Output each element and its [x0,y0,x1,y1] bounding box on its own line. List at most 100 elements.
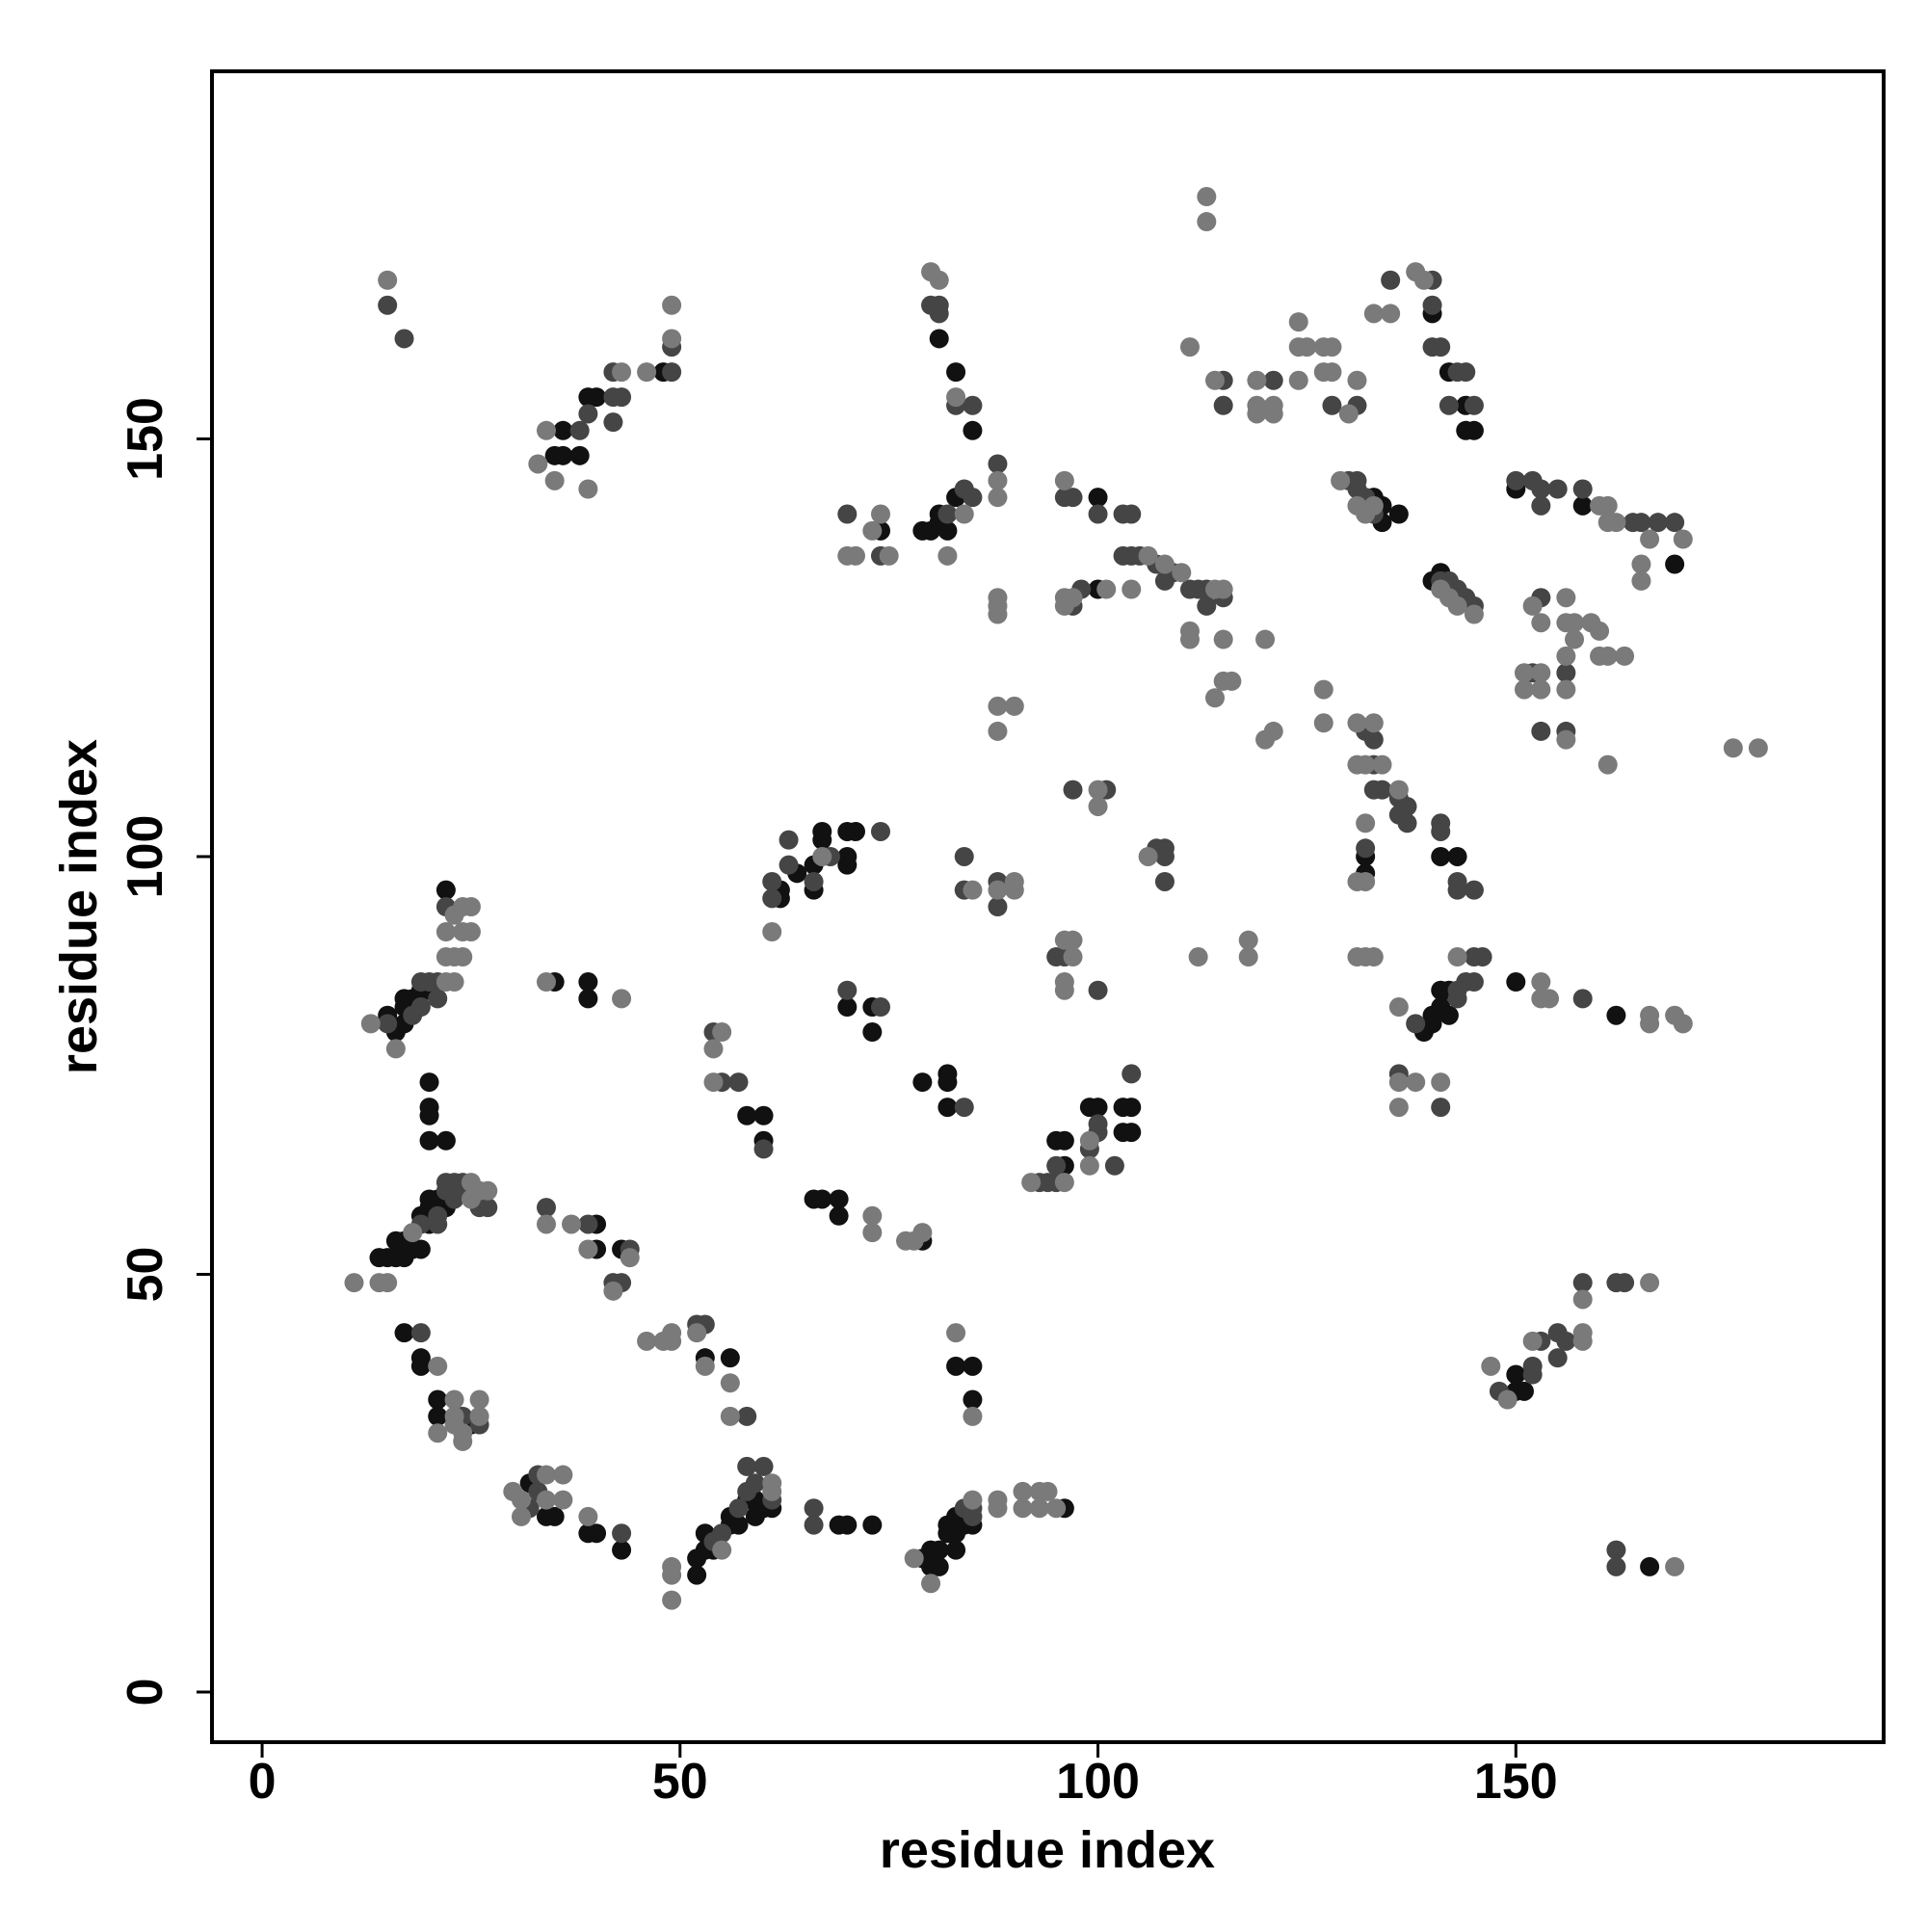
data-point [1665,1556,1685,1576]
data-point [637,1331,657,1351]
data-point [1347,871,1367,891]
data-point [344,1273,364,1293]
data-point [1288,370,1308,390]
data-point [1197,212,1217,232]
data-point [1597,495,1618,516]
data-point [829,1189,849,1209]
data-point [1356,838,1376,859]
data-point [1640,1014,1660,1034]
data-point [1363,713,1384,733]
data-point [1556,729,1576,750]
x-axis-title: residue index [880,1821,1215,1879]
data-point [1514,679,1534,700]
data-point [963,1490,983,1510]
points [344,187,1768,1610]
data-point [1372,780,1392,800]
x-tick-label: 100 [1056,1754,1140,1810]
data-point [728,1515,749,1535]
data-point [804,871,824,891]
data-point [1388,504,1409,524]
data-point [1172,563,1192,583]
data-point [1263,370,1283,390]
data-point [1356,504,1376,524]
data-point [1388,780,1409,800]
data-point [662,329,682,349]
data-point [1665,513,1685,533]
data-point [862,1223,883,1243]
data-point [1154,570,1175,591]
data-point [578,989,598,1009]
data-point [1447,846,1467,866]
data-point [1631,570,1651,591]
data-point [1522,595,1543,616]
data-point [1356,754,1376,775]
data-point [1381,304,1401,324]
data-point [1464,972,1484,992]
data-point [1388,997,1409,1018]
data-point [578,479,598,499]
x-tick-label: 150 [1474,1754,1558,1810]
data-point [1447,989,1467,1009]
data-point [436,947,456,967]
data-point [1029,1498,1049,1519]
data-point [428,1406,448,1426]
data-point [946,1323,966,1343]
data-point [1063,930,1083,950]
data-point [1439,1005,1459,1025]
data-point [1531,479,1551,499]
data-point [937,504,958,524]
data-point [1522,1356,1543,1376]
y-tick-label: 50 [118,1247,173,1303]
data-point [587,387,607,408]
data-point [1054,1130,1074,1151]
data-point [419,1105,439,1125]
data-point [1590,646,1610,666]
data-point [988,454,1008,474]
data-point [419,1130,439,1151]
data-point [1179,337,1200,357]
data-point [753,1139,774,1159]
data-point [1046,1155,1067,1176]
data-point [712,1022,732,1043]
data-point [954,846,974,866]
data-point [812,821,832,841]
data-point [737,1105,757,1125]
data-point [511,1506,531,1526]
data-point [603,1281,623,1301]
data-point [837,1515,858,1535]
data-point [453,947,473,967]
data-point [553,1490,573,1510]
data-point [1088,488,1108,508]
data-point [1054,1173,1074,1193]
data-point [1122,1098,1142,1118]
data-point [436,1130,456,1151]
data-point [1197,595,1217,616]
data-point [1640,529,1660,549]
data-point [1514,1381,1534,1401]
data-point [428,1356,448,1376]
data-point [553,445,573,465]
y-axis-title: residue index [50,739,108,1074]
data-point [912,1072,933,1093]
data-point [562,1214,582,1234]
data-point [988,604,1008,624]
data-point [1464,420,1484,440]
data-point [1197,187,1217,207]
data-point [511,1490,531,1510]
data-point [1431,579,1451,599]
data-point [1572,1273,1593,1293]
data-point [1004,880,1024,900]
data-point [1556,663,1576,683]
data-point [1188,947,1208,967]
data-point [1079,1155,1099,1176]
data-point [1122,1064,1142,1084]
data-point [1522,1331,1543,1351]
data-point [1497,1389,1518,1410]
data-point [410,997,431,1018]
plot-frame [210,69,1886,1744]
data-point [428,1205,448,1226]
data-point [1565,629,1585,649]
data-point [1347,713,1367,733]
data-point [946,362,966,383]
data-point [469,1406,489,1426]
